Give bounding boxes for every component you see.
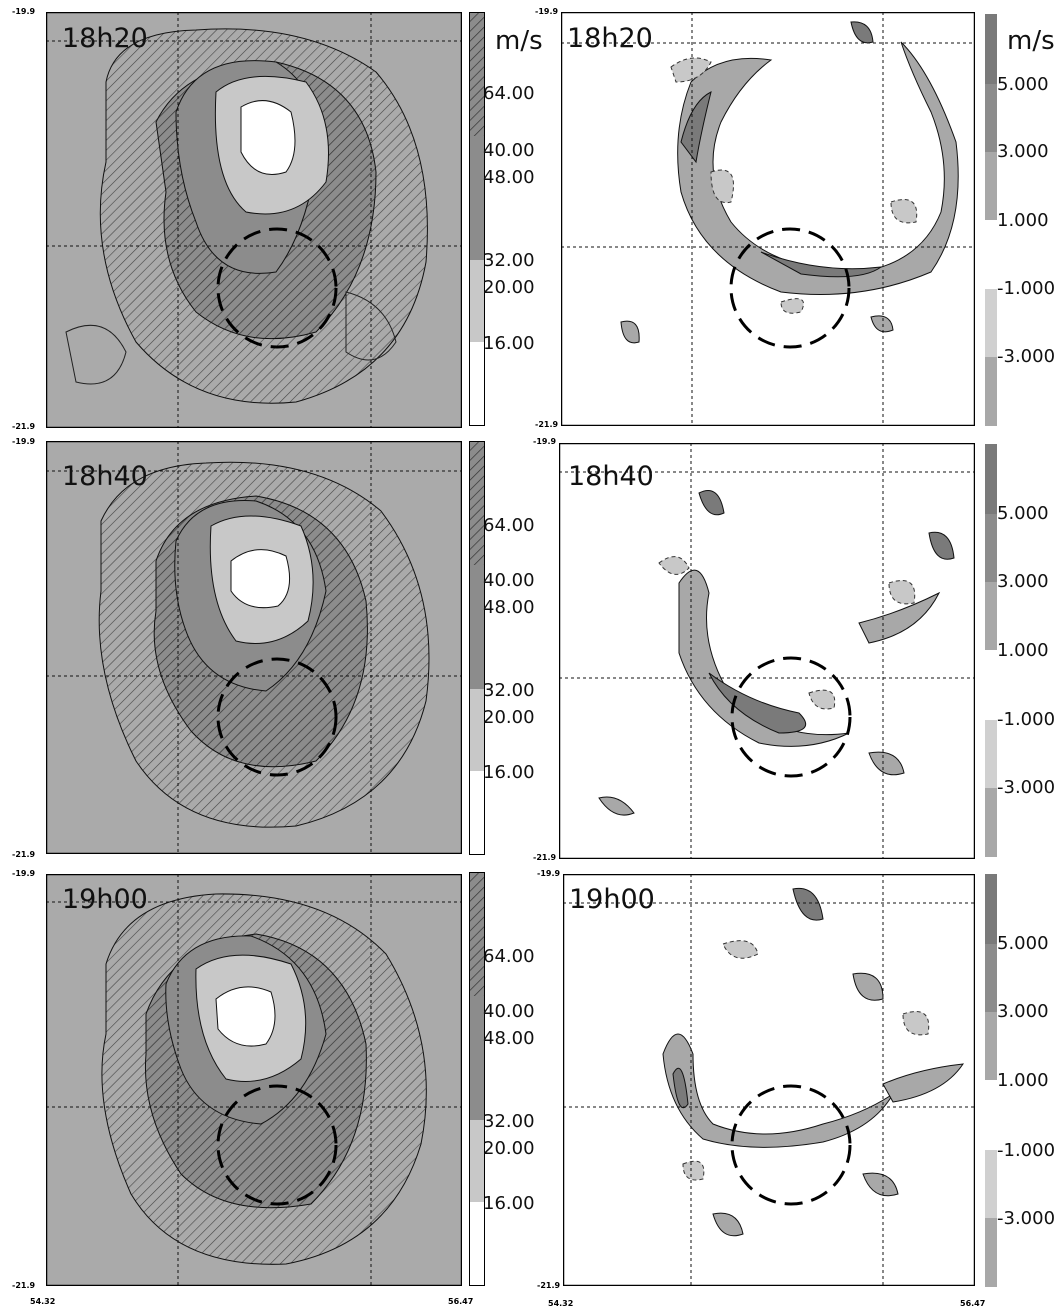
colorbar-label: 5.000 [997, 933, 1049, 954]
wind-speed-colorbar [469, 12, 485, 426]
colorbar-label: -3.000 [997, 346, 1056, 367]
colorbar-label: 40.00 [483, 140, 535, 161]
vertical-velocity-colorbar-negative [985, 1150, 997, 1287]
vertical-velocity-panel-1 [561, 12, 975, 426]
colorbar-label: 48.00 [483, 1028, 535, 1049]
lat-bottom-label: -21.9 [12, 1281, 36, 1290]
colorbar-label: 20.00 [483, 1138, 535, 1159]
colorbar-label: -3.000 [997, 777, 1056, 798]
unit-label: m/s [495, 26, 543, 56]
time-label: 18h40 [62, 461, 148, 492]
lat-top-label: -19.9 [533, 437, 557, 446]
time-label: 19h00 [62, 884, 148, 915]
colorbar-label: 1.000 [997, 640, 1049, 661]
wind-speed-colorbar [469, 872, 485, 1286]
colorbar-label: -3.000 [997, 1208, 1056, 1229]
lon-right-label: 56.47 [960, 1299, 986, 1308]
time-label: 18h40 [568, 461, 654, 492]
colorbar-label: 40.00 [483, 570, 535, 591]
colorbar-label: 16.00 [483, 1193, 535, 1214]
colorbar-label: 32.00 [483, 1111, 535, 1132]
wind-speed-panel-1 [46, 12, 462, 428]
lat-bottom-label: -21.9 [12, 850, 36, 859]
lat-bottom-label: -21.9 [12, 422, 36, 431]
colorbar-label: -1.000 [997, 709, 1056, 730]
wind-speed-colorbar [469, 441, 485, 855]
colorbar-label: 40.00 [483, 1001, 535, 1022]
colorbar-label: 32.00 [483, 250, 535, 271]
time-label: 18h20 [62, 23, 148, 54]
lat-bottom-label: -21.9 [533, 853, 557, 862]
colorbar-label: 1.000 [997, 210, 1049, 231]
colorbar-label: 5.000 [997, 503, 1049, 524]
colorbar-label: 64.00 [483, 515, 535, 536]
colorbar-label: 3.000 [997, 571, 1049, 592]
colorbar-label: -1.000 [997, 278, 1056, 299]
lat-bottom-label: -21.9 [537, 1281, 561, 1290]
colorbar-label: 64.00 [483, 946, 535, 967]
vertical-velocity-colorbar-positive [985, 874, 997, 1080]
colorbar-label: 20.00 [483, 277, 535, 298]
vertical-velocity-colorbar-positive [985, 444, 997, 650]
colorbar-label: 48.00 [483, 167, 535, 188]
lat-bottom-label: -21.9 [535, 420, 559, 429]
lon-left-label: 54.32 [30, 1297, 56, 1306]
colorbar-label: -1.000 [997, 1140, 1056, 1161]
time-label: 19h00 [569, 884, 655, 915]
unit-label: m/s [1007, 26, 1055, 56]
colorbar-label: 20.00 [483, 707, 535, 728]
time-label: 18h20 [567, 23, 653, 54]
vertical-velocity-colorbar-positive [985, 14, 997, 220]
lat-top-label: -19.9 [537, 869, 561, 878]
colorbar-label: 16.00 [483, 333, 535, 354]
colorbar-label: 1.000 [997, 1070, 1049, 1091]
vertical-velocity-panel-2 [559, 443, 975, 859]
lon-right-label: 56.47 [448, 1297, 474, 1306]
wind-speed-panel-2 [46, 441, 462, 854]
lat-top-label: -19.9 [12, 869, 36, 878]
lon-left-label: 54.32 [548, 1299, 574, 1308]
vertical-velocity-colorbar-negative [985, 289, 997, 426]
colorbar-label: 3.000 [997, 1001, 1049, 1022]
colorbar-label: 16.00 [483, 762, 535, 783]
lat-top-label: -19.9 [12, 437, 36, 446]
colorbar-label: 3.000 [997, 141, 1049, 162]
colorbar-label: 5.000 [997, 74, 1049, 95]
wind-speed-panel-3 [46, 874, 462, 1286]
vertical-velocity-panel-3 [563, 874, 975, 1286]
colorbar-label: 32.00 [483, 680, 535, 701]
lat-top-label: -19.9 [535, 7, 559, 16]
vertical-velocity-colorbar-negative [985, 720, 997, 857]
lat-top-label: -19.9 [12, 7, 36, 16]
colorbar-label: 64.00 [483, 83, 535, 104]
colorbar-label: 48.00 [483, 597, 535, 618]
